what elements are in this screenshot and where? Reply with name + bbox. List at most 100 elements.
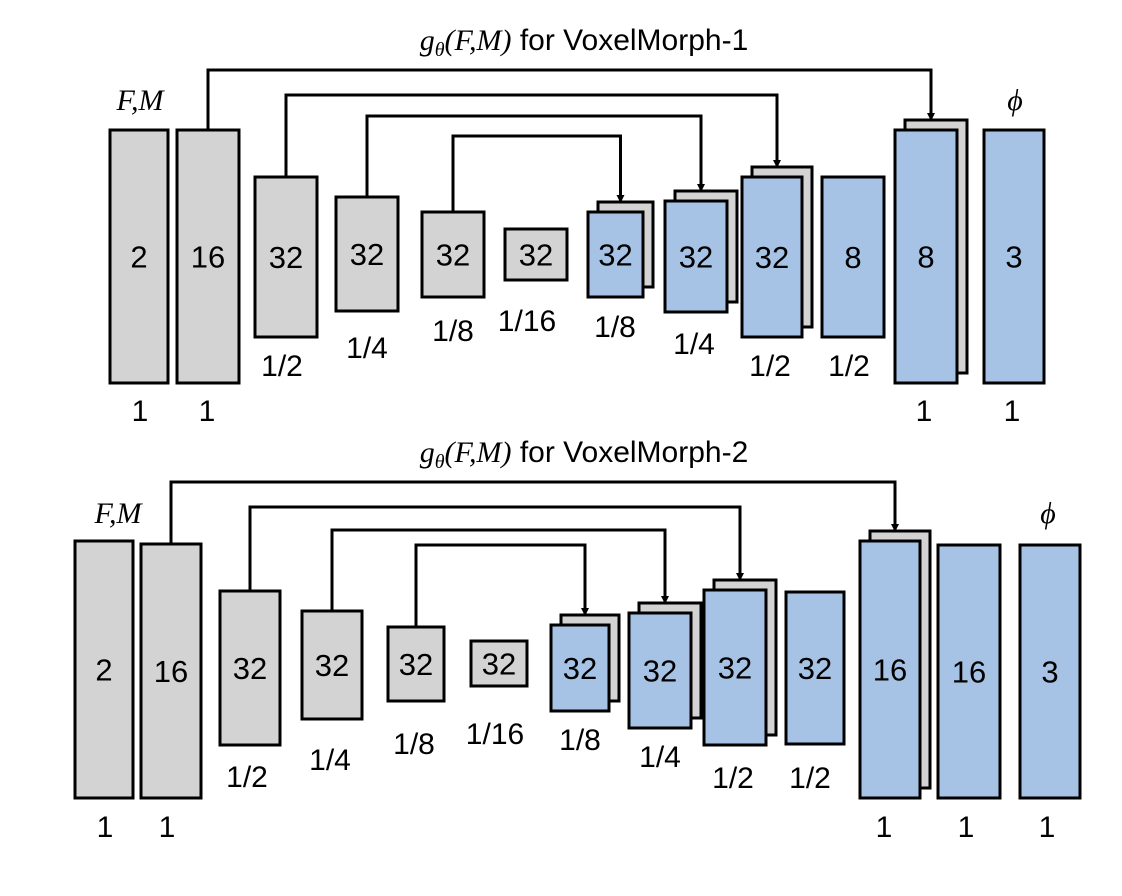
layer-block-rect	[627, 611, 693, 730]
layer-block-rect	[503, 227, 569, 282]
channel-count-label: 32	[519, 238, 553, 273]
title-subscript: θ	[435, 39, 445, 61]
channel-count-label: 32	[643, 654, 677, 689]
diagram-1: gθ(F,M) for VoxelMorph-1F,M ϕ21161321/232…	[108, 24, 1046, 428]
resolution-label: 1/8	[594, 311, 636, 344]
layer-block: 32 1/16	[466, 639, 529, 751]
resolution-label: 1	[958, 811, 975, 844]
resolution-label: 1	[159, 811, 176, 844]
layer-block: 16 1	[936, 543, 1002, 844]
resolution-label: 1	[916, 395, 933, 428]
resolution-label: 1	[1004, 395, 1021, 428]
layer-block: 32 1/8	[549, 613, 621, 757]
resolution-label: 1/2	[712, 762, 754, 795]
layer-block: 32 1/8	[420, 210, 486, 348]
channel-count-label: 3	[1005, 240, 1022, 275]
diagram-title: gθ(F,M) for VoxelMorph-1	[420, 24, 749, 61]
layer-block-rect	[893, 128, 959, 385]
resolution-label: 1/2	[261, 350, 303, 383]
title-args: (F,M)	[445, 436, 512, 469]
layer-block-rect	[820, 175, 886, 339]
channel-count-label: 16	[191, 240, 225, 275]
resolution-label: 1	[132, 395, 149, 428]
title-function: g	[420, 24, 435, 57]
layer-block: 31	[1018, 543, 1082, 844]
channel-count-label: 32	[755, 240, 789, 275]
input-label: F,M	[94, 497, 144, 530]
channel-count-label: 32	[350, 237, 384, 272]
layer-block: 32 1/2	[740, 165, 814, 383]
title-subscript: θ	[435, 451, 445, 473]
layer-block-rect	[108, 128, 170, 385]
skip-connection-arrow	[284, 93, 781, 177]
resolution-label: 1/8	[432, 315, 474, 348]
skip-connection-arrow	[248, 505, 744, 591]
resolution-label: 1	[97, 811, 114, 844]
layer-block: 32 1/4	[300, 609, 364, 777]
title-args: (F,M)	[445, 24, 512, 57]
layer-block: 32 1/2	[218, 589, 282, 794]
layer-block-rect	[740, 175, 804, 339]
channel-count-label: 2	[130, 240, 147, 275]
resolution-label: 1/8	[393, 728, 435, 761]
resolution-label: 1/4	[346, 332, 388, 365]
layer-block: 32 1/2	[702, 578, 778, 795]
channel-count-label: 32	[436, 238, 470, 273]
layer-block: 32 1/2	[784, 590, 846, 795]
skip-connection-arrow	[169, 480, 899, 544]
resolution-label: 1/2	[789, 762, 831, 795]
layer-block-rect	[300, 609, 364, 721]
channel-count-label: 32	[269, 240, 303, 275]
layer-block-rect	[702, 588, 768, 747]
skip-connection-arrow	[365, 114, 705, 197]
channel-count-label: 32	[563, 651, 597, 686]
layer-block: 32 1/8	[386, 625, 446, 761]
resolution-label: 1/16	[498, 305, 556, 338]
channel-count-label: 2	[95, 653, 112, 688]
resolution-label: 1	[199, 395, 216, 428]
layer-block: 32 1/4	[334, 195, 400, 365]
layer-block-rect	[218, 589, 282, 747]
resolution-label: 1/16	[466, 718, 524, 751]
layer-block: 32 1/4	[663, 189, 739, 361]
layer-block: 16 1	[858, 529, 932, 844]
layer-block: 16 1	[139, 542, 203, 844]
channel-count-label: 32	[679, 240, 713, 275]
channel-count-label: 32	[315, 648, 349, 683]
channel-count-label: 32	[482, 647, 516, 682]
skip-connection-arrow	[330, 528, 669, 611]
resolution-label: 1/2	[749, 350, 791, 383]
layer-block-rect	[469, 639, 529, 688]
diagram-2: gθ(F,M) for VoxelMorph-2F,M ϕ21161321/232…	[73, 436, 1082, 844]
layer-block-rect	[253, 175, 319, 339]
channel-count-label: 8	[917, 240, 934, 275]
resolution-label: 1	[1039, 811, 1056, 844]
channel-count-label: 8	[844, 240, 861, 275]
layer-block: 32 1/16	[498, 227, 569, 338]
layer-block-rect	[936, 543, 1002, 800]
layer-block-rect	[386, 625, 446, 703]
layer-block-rect	[663, 199, 729, 314]
layer-block-rect	[784, 590, 846, 746]
layer-block-rect	[982, 128, 1046, 385]
channel-count-label: 16	[873, 653, 907, 688]
channel-count-label: 32	[598, 238, 632, 273]
layer-block: 32 1/4	[627, 601, 703, 774]
channel-count-label: 16	[154, 654, 188, 689]
channel-count-label: 3	[1041, 655, 1058, 690]
layer-block: 21	[73, 539, 135, 844]
layer-block-rect	[1018, 543, 1082, 800]
resolution-label: 1/2	[226, 761, 268, 794]
input-label: F,M	[116, 84, 166, 117]
layer-block-rect	[139, 542, 203, 800]
skip-connection-arrow	[206, 68, 935, 130]
layer-block-rect	[73, 539, 135, 800]
title-function: g	[420, 436, 435, 469]
layer-block: 21	[108, 128, 170, 428]
layer-block-rect	[175, 128, 241, 385]
layer-block: 32 1/8	[586, 200, 655, 344]
resolution-label: 1/2	[828, 350, 870, 383]
layer-block: 31	[982, 128, 1046, 428]
